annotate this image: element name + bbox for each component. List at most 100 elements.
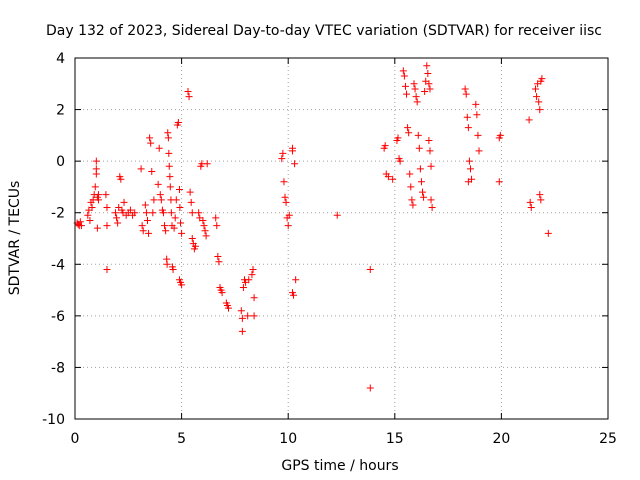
data-point xyxy=(163,260,171,268)
data-point xyxy=(172,196,180,204)
data-point xyxy=(214,253,222,261)
data-point xyxy=(406,170,414,178)
data-point xyxy=(94,196,102,204)
data-point xyxy=(143,216,151,224)
data-point xyxy=(239,283,247,291)
data-point xyxy=(292,276,300,284)
data-point xyxy=(165,149,173,157)
data-point xyxy=(461,85,469,93)
data-point xyxy=(202,232,210,240)
x-tick-label: 10 xyxy=(279,431,297,447)
data-point xyxy=(178,229,186,237)
y-tick-label: 2 xyxy=(56,103,65,119)
data-point xyxy=(279,149,287,157)
data-point xyxy=(525,116,533,124)
data-point xyxy=(284,222,292,230)
data-point xyxy=(200,222,208,230)
y-tick-label: 4 xyxy=(56,51,65,67)
data-point xyxy=(138,222,146,230)
data-point xyxy=(250,312,258,320)
data-point xyxy=(405,129,413,137)
data-point xyxy=(399,67,407,75)
data-point xyxy=(495,178,503,186)
data-point xyxy=(291,160,299,168)
data-point xyxy=(176,204,184,212)
data-point xyxy=(142,209,150,217)
data-point xyxy=(464,124,472,132)
data-point xyxy=(199,216,207,224)
data-point xyxy=(544,229,552,237)
data-point xyxy=(145,229,153,237)
data-point xyxy=(404,124,412,132)
data-point xyxy=(212,214,220,222)
data-point xyxy=(195,209,203,217)
x-axis-label: GPS time / hours xyxy=(281,458,398,474)
data-point xyxy=(532,85,540,93)
data-point xyxy=(76,218,84,226)
data-point xyxy=(155,144,163,152)
data-point xyxy=(464,178,472,186)
data-point xyxy=(188,209,196,217)
data-point xyxy=(131,209,139,217)
data-point xyxy=(114,219,122,227)
data-point xyxy=(389,175,397,183)
data-point xyxy=(86,216,94,224)
data-point xyxy=(412,93,420,101)
data-point xyxy=(288,144,296,152)
data-points xyxy=(73,62,552,392)
data-point xyxy=(175,186,183,194)
x-tick-label: 20 xyxy=(492,431,510,447)
y-tick-label: -4 xyxy=(51,257,65,273)
y-tick-labels: -10 -8 -6 -4 -2 0 2 4 xyxy=(42,51,65,428)
data-point xyxy=(112,209,120,217)
data-point xyxy=(188,235,196,242)
data-point xyxy=(161,222,169,230)
data-point xyxy=(238,314,246,322)
y-tick-label: -6 xyxy=(51,309,65,325)
data-point xyxy=(413,98,421,106)
data-point xyxy=(285,211,293,219)
data-point xyxy=(120,198,128,206)
data-point xyxy=(92,170,100,178)
data-point xyxy=(419,188,427,196)
x-tick-label: 5 xyxy=(177,431,186,447)
data-point xyxy=(282,198,290,206)
data-point xyxy=(415,144,423,152)
x-tick-labels: 0 5 10 15 20 25 xyxy=(71,431,617,447)
data-point xyxy=(170,224,178,232)
x-tick-label: 0 xyxy=(71,431,80,447)
data-point xyxy=(249,265,257,273)
data-point xyxy=(167,209,175,217)
data-point xyxy=(126,206,134,214)
data-point xyxy=(88,204,96,212)
data-point xyxy=(166,173,174,181)
grid-lines xyxy=(75,58,608,419)
data-point xyxy=(184,88,192,96)
data-point xyxy=(526,198,534,206)
data-point xyxy=(84,211,92,219)
data-point xyxy=(157,196,165,204)
plot-frame xyxy=(74,57,609,420)
data-point xyxy=(93,224,101,232)
data-point xyxy=(536,106,544,114)
data-point xyxy=(103,265,111,273)
data-point xyxy=(465,157,473,165)
data-point xyxy=(201,227,209,235)
data-point xyxy=(237,307,245,315)
data-point xyxy=(421,88,429,96)
data-point xyxy=(472,100,480,108)
data-point xyxy=(174,118,182,126)
data-point xyxy=(384,173,392,181)
data-point xyxy=(213,222,221,230)
x-tick-label: 25 xyxy=(599,431,617,447)
y-axis-label: SDTVAR / TECUs xyxy=(7,181,23,296)
data-point xyxy=(137,165,145,173)
data-point xyxy=(159,209,167,217)
data-point xyxy=(527,204,535,212)
y-tick-label: -8 xyxy=(51,360,65,376)
data-point xyxy=(473,111,481,119)
data-point xyxy=(410,80,418,88)
data-point xyxy=(407,183,415,191)
data-point xyxy=(191,242,199,250)
